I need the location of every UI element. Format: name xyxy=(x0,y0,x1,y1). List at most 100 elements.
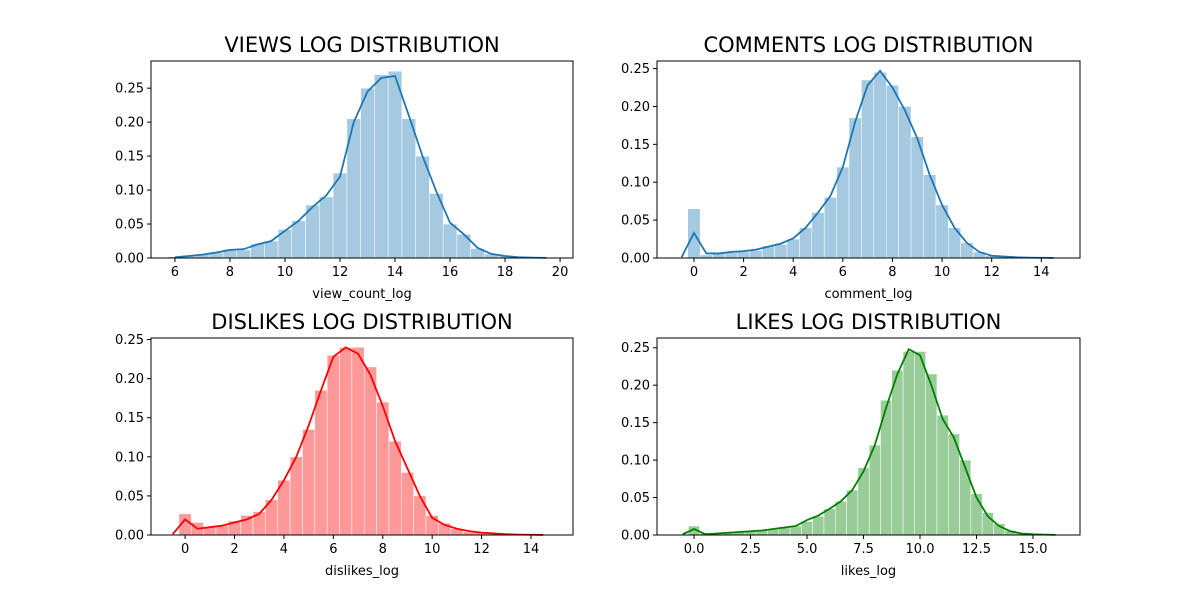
histogram-bar xyxy=(314,390,328,536)
y-tick-label: 0.10 xyxy=(621,454,650,469)
chart-title: VIEWS LOG DISTRIBUTION xyxy=(224,33,499,57)
histogram-bar xyxy=(902,351,915,536)
y-tick-label: 0.25 xyxy=(115,82,144,97)
histogram-bar xyxy=(388,440,402,536)
chart-title: LIKES LOG DISTRIBUTION xyxy=(736,310,1002,334)
histogram-bar xyxy=(811,212,825,259)
histogram-bar xyxy=(415,155,430,259)
histogram-bar xyxy=(823,508,836,536)
x-tick-label: 12 xyxy=(983,265,1000,280)
y-tick-label: 0.10 xyxy=(115,184,144,199)
histogram-bar xyxy=(936,414,949,536)
histogram-bar xyxy=(885,84,899,259)
x-tick-label: 10 xyxy=(424,542,441,557)
y-tick-label: 0.10 xyxy=(115,450,144,465)
histogram-bar xyxy=(442,223,458,259)
x-tick-label: 4 xyxy=(789,265,797,280)
histogram-bar xyxy=(835,501,847,536)
x-tick-label: 8 xyxy=(226,265,234,280)
y-tick-label: 0.15 xyxy=(621,416,650,431)
x-tick-label: 12 xyxy=(332,265,349,280)
histogram-bar xyxy=(351,347,365,536)
x-tick-label: 6 xyxy=(839,265,847,280)
x-axis-label: likes_log xyxy=(841,564,896,579)
y-tick-label: 0.00 xyxy=(621,252,650,267)
x-tick-label: 15.0 xyxy=(1019,542,1048,557)
y-tick-label: 0.10 xyxy=(621,176,650,191)
histogram-bar xyxy=(319,196,334,259)
y-tick-label: 0.25 xyxy=(621,341,650,356)
histogram-bar xyxy=(332,172,348,259)
y-tick-label: 0.05 xyxy=(621,491,650,506)
x-tick-label: 10 xyxy=(934,265,951,280)
y-tick-label: 0.25 xyxy=(115,333,144,348)
histogram-bar xyxy=(836,166,850,259)
kde-line xyxy=(174,74,547,259)
histogram-bar xyxy=(326,354,340,536)
histogram-bar xyxy=(291,220,306,259)
x-tick-label: 6 xyxy=(171,265,179,280)
histogram-bar xyxy=(846,489,859,536)
x-tick-label: 2 xyxy=(739,265,747,280)
x-tick-label: 14 xyxy=(1033,265,1050,280)
x-tick-label: 2.5 xyxy=(740,542,761,557)
histogram-bar xyxy=(360,87,375,259)
axes-frame xyxy=(150,337,574,536)
x-tick-label: 5.0 xyxy=(797,542,818,557)
y-tick-label: 0.05 xyxy=(115,489,144,504)
histogram-bar xyxy=(302,429,316,536)
y-tick-label: 0.25 xyxy=(621,62,650,77)
y-tick-label: 0.00 xyxy=(115,252,144,267)
kde-line xyxy=(680,69,1054,259)
x-tick-label: 6 xyxy=(329,542,337,557)
axes-frame xyxy=(150,60,574,259)
y-tick-label: 0.00 xyxy=(115,529,144,544)
histogram-bar xyxy=(861,79,875,259)
y-tick-label: 0.20 xyxy=(115,372,144,387)
x-tick-label: 16 xyxy=(442,265,459,280)
histogram-bar xyxy=(749,250,763,259)
histogram-bar xyxy=(914,351,926,536)
axes-frame xyxy=(656,60,1081,259)
histogram-bar xyxy=(289,456,303,536)
histogram-bar xyxy=(363,366,377,536)
x-tick-label: 0 xyxy=(181,542,189,557)
histogram-bar xyxy=(823,197,837,259)
histogram-bar xyxy=(898,106,912,259)
y-tick-label: 0.15 xyxy=(621,138,650,153)
histogram-bar xyxy=(376,401,390,536)
x-tick-label: 4 xyxy=(280,542,288,557)
histogram-bar xyxy=(737,251,751,259)
x-tick-label: 20 xyxy=(552,265,569,280)
y-tick-label: 0.15 xyxy=(115,411,144,426)
x-tick-label: 8 xyxy=(888,265,896,280)
histogram-bar xyxy=(401,118,416,259)
histogram-bar xyxy=(873,72,887,259)
y-tick-label: 0.05 xyxy=(115,218,144,233)
histogram-bar xyxy=(868,444,881,536)
histogram-bar xyxy=(959,459,972,536)
chart-title: COMMENTS LOG DISTRIBUTION xyxy=(703,33,1033,57)
histogram-bar xyxy=(786,238,800,259)
x-tick-label: 0.0 xyxy=(684,542,705,557)
kde-line xyxy=(682,347,1056,536)
histogram-bar xyxy=(401,472,414,536)
x-tick-label: 10 xyxy=(277,265,294,280)
x-tick-label: 2 xyxy=(230,542,238,557)
histogram-bar xyxy=(910,136,924,259)
y-tick-label: 0.20 xyxy=(621,379,650,394)
axes-frame xyxy=(656,337,1081,536)
x-tick-label: 8 xyxy=(379,542,387,557)
y-tick-label: 0.00 xyxy=(621,529,650,544)
histogram-bar xyxy=(774,244,788,259)
histogram-bar xyxy=(970,493,983,536)
y-tick-label: 0.15 xyxy=(115,150,144,165)
x-tick-label: 18 xyxy=(497,265,514,280)
x-tick-label: 10.0 xyxy=(906,542,935,557)
x-tick-label: 14 xyxy=(523,542,540,557)
y-tick-label: 0.20 xyxy=(115,116,144,131)
chart-title: DISLIKES LOG DISTRIBUTION xyxy=(211,310,512,334)
x-tick-label: 12.5 xyxy=(962,542,991,557)
histogram-bar xyxy=(339,347,353,536)
